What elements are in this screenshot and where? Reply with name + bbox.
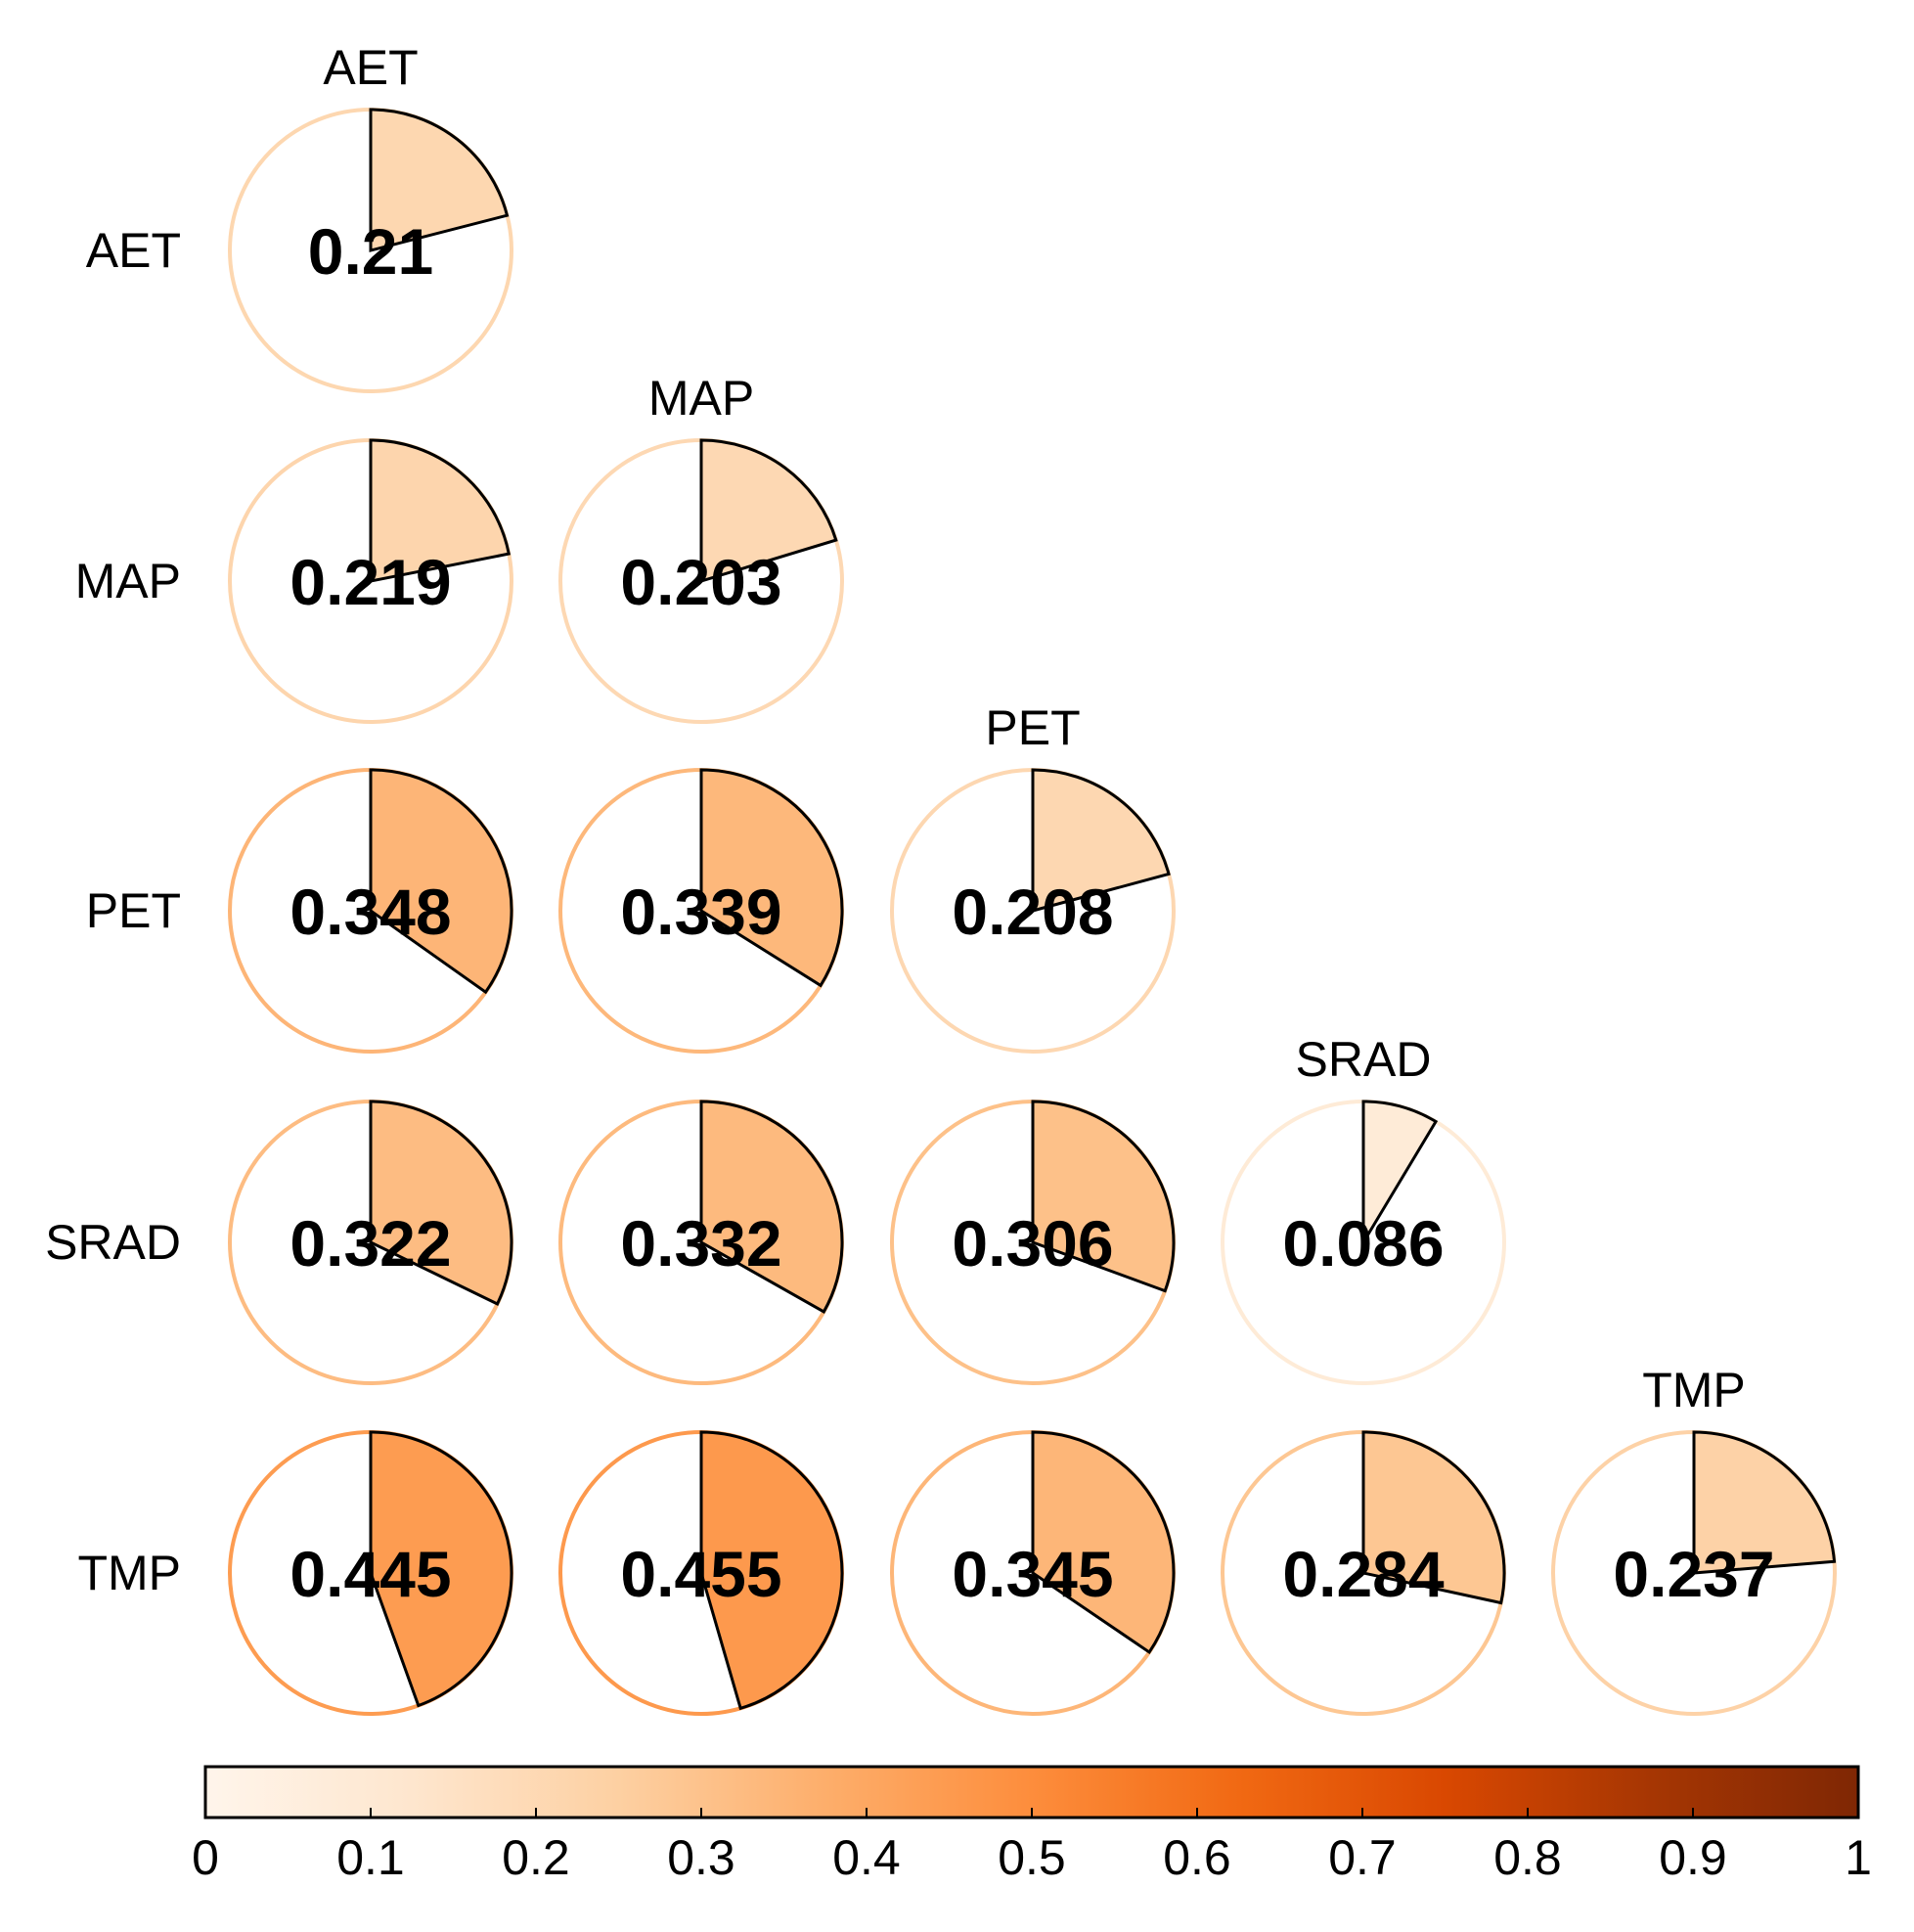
pie-cell: 0.237 bbox=[1551, 1430, 1837, 1716]
colorbar-tick-label: 0.5 bbox=[998, 1830, 1066, 1885]
colorbar-tick-label: 0.2 bbox=[502, 1830, 570, 1885]
pie-cell: 0.203 bbox=[558, 438, 844, 724]
pie-cell: 0.348 bbox=[228, 768, 513, 1054]
colorbar-tick-label: 0.8 bbox=[1493, 1830, 1562, 1885]
value-label: 0.284 bbox=[1282, 1538, 1444, 1610]
colorbar: 0 0.1 0.2 0.3 0.4 0.5 0.6 0.7 0.8 0.9 1 bbox=[192, 1765, 1872, 1885]
row-label: AET bbox=[86, 223, 181, 278]
value-label: 0.086 bbox=[1282, 1207, 1444, 1280]
pie-cell: 0.445 bbox=[228, 1430, 513, 1716]
row-label: PET bbox=[86, 883, 181, 938]
value-label: 0.322 bbox=[289, 1207, 451, 1280]
value-label: 0.237 bbox=[1613, 1538, 1774, 1610]
pie-cell: 0.219 bbox=[228, 438, 513, 724]
pie-cell: 0.322 bbox=[228, 1100, 513, 1385]
pie-cell: 0.284 bbox=[1221, 1430, 1506, 1716]
value-label: 0.445 bbox=[289, 1538, 451, 1610]
colorbar-tick-label: 0 bbox=[192, 1830, 219, 1885]
value-label: 0.21 bbox=[308, 215, 433, 288]
pie-cell: 0.306 bbox=[890, 1100, 1176, 1385]
colorbar-tick-label: 0.9 bbox=[1659, 1830, 1727, 1885]
pie-cell: 0.345 bbox=[890, 1430, 1176, 1716]
pie-cell: 0.21 bbox=[228, 108, 513, 393]
column-label: PET bbox=[985, 700, 1080, 755]
value-label: 0.345 bbox=[952, 1538, 1113, 1610]
value-label: 0.339 bbox=[620, 876, 781, 948]
value-label: 0.332 bbox=[620, 1207, 781, 1280]
pie-wedge bbox=[369, 1430, 513, 1708]
pie-wedge bbox=[1031, 1100, 1176, 1293]
pie-wedge bbox=[1031, 768, 1171, 913]
pie-wedge bbox=[1031, 1430, 1176, 1655]
pie-wedge bbox=[369, 108, 510, 252]
row-label: SRAD bbox=[45, 1215, 181, 1270]
pie-wedge bbox=[369, 1100, 513, 1306]
pie-cell: 0.208 bbox=[890, 768, 1176, 1054]
colorbar-ticks: 0 0.1 0.2 0.3 0.4 0.5 0.6 0.7 0.8 0.9 1 bbox=[192, 1808, 1872, 1885]
colorbar-tick-label: 1 bbox=[1845, 1830, 1872, 1885]
column-label: SRAD bbox=[1296, 1032, 1432, 1087]
value-label: 0.208 bbox=[952, 876, 1113, 948]
colorbar-tick-label: 0.4 bbox=[832, 1830, 901, 1885]
value-label: 0.455 bbox=[620, 1538, 781, 1610]
colorbar-tick-label: 0.7 bbox=[1328, 1830, 1397, 1885]
pie-wedge bbox=[699, 768, 844, 988]
pie-wedge bbox=[699, 1100, 844, 1314]
pie-wedge bbox=[699, 438, 838, 584]
pie-wedge bbox=[1361, 1100, 1439, 1248]
pie-wedge bbox=[699, 1430, 844, 1711]
variable-labels: AET AET MAP MAP PET PET SRAD SRAD TMP TMP bbox=[45, 40, 1746, 1600]
pie-cell: 0.339 bbox=[558, 768, 844, 1054]
pie-wedge bbox=[369, 438, 512, 583]
colorbar-tick-label: 0.3 bbox=[667, 1830, 735, 1885]
pie-wedge bbox=[369, 768, 513, 995]
row-label: TMP bbox=[77, 1546, 181, 1600]
value-label: 0.203 bbox=[620, 546, 781, 618]
column-label: MAP bbox=[648, 371, 754, 426]
column-label: AET bbox=[323, 40, 418, 95]
pie-cells: 0.21 0.219 0.203 0.348 0.339 0.208 0.322 0.332 0… bbox=[228, 108, 1837, 1716]
pie-cell: 0.086 bbox=[1221, 1100, 1506, 1385]
value-label: 0.306 bbox=[952, 1207, 1113, 1280]
value-label: 0.219 bbox=[289, 546, 451, 618]
pie-wedge bbox=[1361, 1430, 1506, 1605]
colorbar-tick-label: 0.1 bbox=[336, 1830, 405, 1885]
pie-wedge bbox=[1692, 1430, 1837, 1575]
colorbar-tick-label: 0.6 bbox=[1163, 1830, 1231, 1885]
pie-cell: 0.332 bbox=[558, 1100, 844, 1385]
pie-cell: 0.455 bbox=[558, 1430, 844, 1716]
row-label: MAP bbox=[75, 554, 181, 608]
column-label: TMP bbox=[1642, 1363, 1746, 1417]
value-label: 0.348 bbox=[289, 876, 451, 948]
